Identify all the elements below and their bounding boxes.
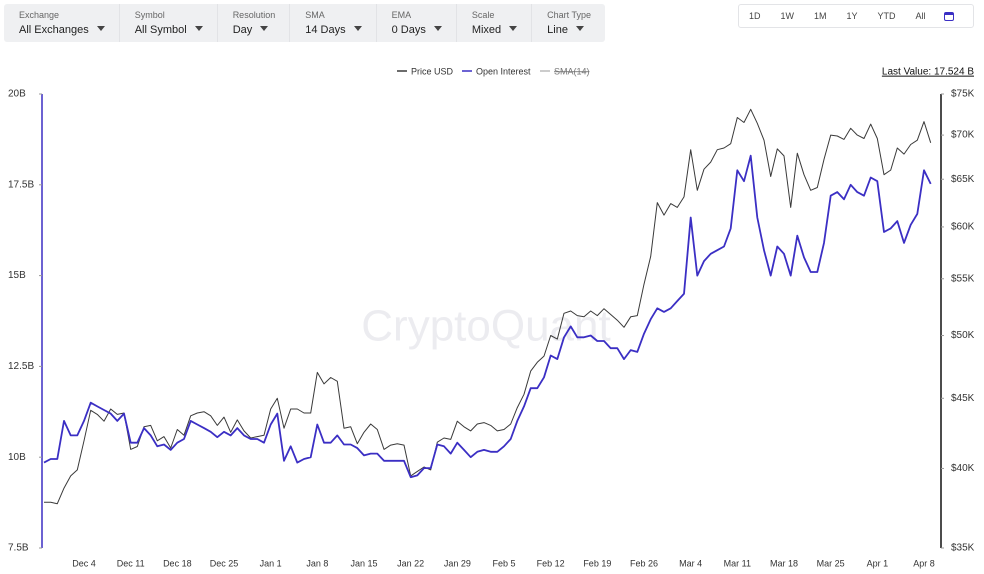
dropdown-label: Chart Type <box>547 10 592 20</box>
x-tick-label: Jan 22 <box>397 558 424 568</box>
last-value: Last Value: 17.524 B <box>882 67 974 78</box>
y2-tick-label: $55K <box>951 273 975 284</box>
x-tick-label: Apr 1 <box>867 558 889 568</box>
dropdown-value: Mixed <box>471 24 502 36</box>
range-button[interactable]: 1W <box>780 11 795 21</box>
range-button[interactable]: 1Y <box>846 11 858 21</box>
x-tick-label: Feb 5 <box>492 558 515 568</box>
dropdown-value: Line <box>547 24 568 36</box>
caret-icon <box>353 26 362 32</box>
legend-label: Price USD <box>411 66 454 76</box>
y-tick-label: 17.5B <box>8 179 34 190</box>
y2-tick-label: $75K <box>951 89 975 100</box>
dropdown[interactable]: EMA 0 Days <box>377 4 457 42</box>
dropdown-value: All Symbol <box>134 24 187 36</box>
dropdown-value: 14 Days <box>305 24 346 36</box>
y2-tick-label: $50K <box>951 330 975 341</box>
caret-icon <box>575 26 584 32</box>
caret-icon <box>96 26 105 32</box>
y2-tick-label: $35K <box>951 543 975 554</box>
dropdown-value: Day <box>232 24 253 36</box>
x-tick-label: Dec 11 <box>117 558 145 568</box>
dropdown[interactable]: Chart Type Line <box>532 4 605 42</box>
y-tick-label: 10B <box>8 452 26 463</box>
x-tick-label: Dec 4 <box>72 558 96 568</box>
dropdown[interactable]: Scale Mixed <box>457 4 533 42</box>
y2-tick-label: $65K <box>951 174 975 185</box>
x-tick-label: Dec 18 <box>163 558 192 568</box>
y-tick-label: 15B <box>8 270 26 281</box>
y-tick-label: 7.5B <box>8 543 29 554</box>
dropdown-value: All Exchanges <box>19 24 89 36</box>
dropdown-label: Scale <box>471 10 495 20</box>
dropdown[interactable]: SMA 14 Days <box>290 4 377 42</box>
x-tick-label: Feb 19 <box>583 558 611 568</box>
range-selector: 1D 1W 1M 1Y YTD All <box>738 4 974 28</box>
caret-icon <box>433 26 442 32</box>
dropdown-label: Resolution <box>232 10 276 20</box>
x-tick-label: Mar 18 <box>770 558 798 568</box>
y2-tick-label: $70K <box>951 130 975 141</box>
y-tick-label: 12.5B <box>8 361 34 372</box>
x-tick-label: Mar 4 <box>679 558 702 568</box>
dropdown[interactable]: Symbol All Symbol <box>120 4 218 42</box>
x-tick-label: Jan 1 <box>260 558 282 568</box>
x-tick-label: Jan 8 <box>306 558 328 568</box>
range-button[interactable]: YTD <box>877 11 896 21</box>
watermark: CryptoQuant <box>361 302 610 351</box>
x-tick-label: Apr 8 <box>913 558 935 568</box>
x-tick-label: Feb 12 <box>537 558 565 568</box>
dropdown-value: 0 Days <box>391 24 426 36</box>
range-button[interactable]: 1M <box>814 11 827 21</box>
x-tick-label: Jan 29 <box>444 558 471 568</box>
x-tick-label: Dec 25 <box>210 558 239 568</box>
dropdown-label: SMA <box>305 10 325 20</box>
caret-icon <box>194 26 203 32</box>
dropdown-label: Symbol <box>134 10 165 20</box>
calendar-button[interactable] <box>943 11 954 21</box>
range-button[interactable]: 1D <box>749 11 761 21</box>
series-line <box>44 108 932 505</box>
legend-label: Open Interest <box>476 66 531 76</box>
y2-tick-label: $60K <box>951 222 975 233</box>
y2-tick-label: $45K <box>951 393 975 404</box>
dropdown[interactable]: Exchange All Exchanges <box>4 4 120 42</box>
dropdown-label: EMA <box>391 10 412 20</box>
range-button[interactable]: All <box>915 11 926 21</box>
x-tick-label: Mar 25 <box>817 558 845 568</box>
toolbar: Exchange All Exchanges Symbol All Symbol Res… <box>4 4 606 42</box>
y-tick-label: 20B <box>8 89 26 100</box>
x-tick-label: Mar 11 <box>724 558 751 568</box>
dropdown-label: Exchange <box>19 10 60 20</box>
x-tick-label: Jan 15 <box>350 558 377 568</box>
legend-label: SMA(14) <box>554 66 590 76</box>
caret-icon <box>260 26 269 32</box>
series-line <box>43 154 932 479</box>
y2-tick-label: $40K <box>951 463 975 474</box>
x-tick-label: Feb 26 <box>630 558 658 568</box>
dropdown[interactable]: Resolution Day <box>218 4 291 42</box>
caret-icon <box>509 26 518 32</box>
